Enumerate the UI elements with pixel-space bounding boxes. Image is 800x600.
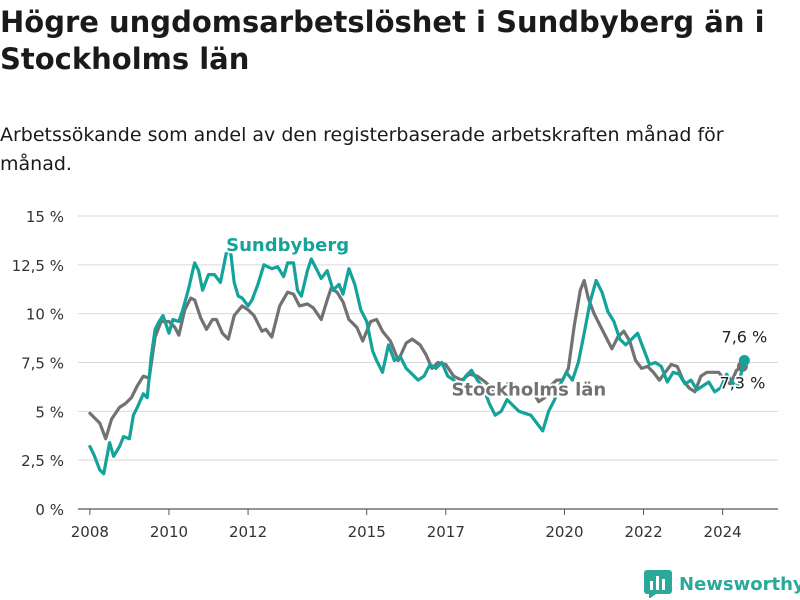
series-lines bbox=[88, 247, 750, 476]
y-axis: 0 % 2,5 % 5 % 7,5 % 10 % 12,5 % 15 % bbox=[12, 208, 64, 519]
y-tick-label: 0 % bbox=[35, 501, 64, 519]
x-tick-label: 2015 bbox=[348, 523, 386, 541]
end-value-label-stockholms-l-n: 7,3 % bbox=[720, 373, 766, 392]
y-tick-label: 10 % bbox=[26, 306, 64, 324]
y-tick-label: 7,5 % bbox=[21, 355, 64, 373]
end-value-label-sundbyberg: 7,6 % bbox=[722, 328, 768, 347]
x-axis: 2008 2010 2012 2015 2017 2020 2022 2024 bbox=[71, 509, 742, 541]
x-tick-label: 2020 bbox=[545, 523, 583, 541]
y-tick-label: 5 % bbox=[35, 403, 64, 421]
series-labels: 7,3 % Stockholms län 7,6 % Sundbyberg bbox=[224, 233, 769, 403]
y-tick-label: 15 % bbox=[26, 208, 64, 226]
x-tick-label: 2022 bbox=[624, 523, 662, 541]
x-tick-label: 2024 bbox=[704, 523, 742, 541]
series-line-sundbyberg bbox=[88, 247, 746, 476]
series-label-stockholms-l-n: Stockholms län bbox=[451, 380, 606, 401]
newsworthy-logo: Newsworthy bbox=[644, 569, 800, 599]
x-tick-label: 2008 bbox=[71, 523, 109, 541]
x-tick-label: 2012 bbox=[229, 523, 267, 541]
x-tick-label: 2017 bbox=[427, 523, 465, 541]
bar-chart-icon bbox=[644, 570, 672, 598]
chart-title: Högre ungdomsarbetslöshet i Sundbyberg ä… bbox=[0, 5, 765, 76]
brand-name: Newsworthy bbox=[679, 573, 800, 595]
y-tick-label: 2,5 % bbox=[21, 452, 64, 470]
x-tick-label: 2010 bbox=[150, 523, 188, 541]
y-tick-label: 12,5 % bbox=[12, 257, 64, 275]
series-label-sundbyberg: Sundbyberg bbox=[226, 235, 349, 256]
end-point-sundbyberg bbox=[738, 355, 750, 367]
chart-subtitle: Arbetssökande som andel av den registerb… bbox=[0, 124, 724, 175]
series-line-stockholms-l-n bbox=[88, 278, 744, 441]
